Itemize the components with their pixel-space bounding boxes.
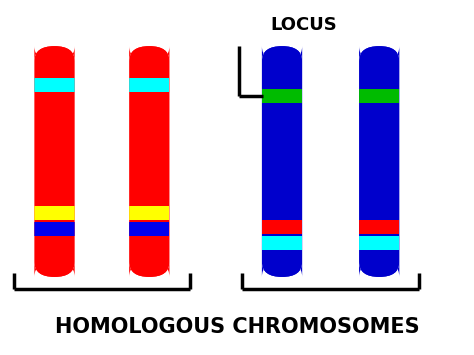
Bar <box>262 236 302 250</box>
FancyBboxPatch shape <box>359 46 399 61</box>
FancyBboxPatch shape <box>359 262 399 277</box>
Text: LOCUS: LOCUS <box>270 16 337 34</box>
Bar <box>359 236 399 250</box>
FancyBboxPatch shape <box>262 262 302 277</box>
FancyBboxPatch shape <box>262 46 302 61</box>
FancyBboxPatch shape <box>129 262 170 277</box>
Bar <box>129 78 170 92</box>
FancyBboxPatch shape <box>129 46 170 61</box>
Bar <box>359 89 399 103</box>
Bar <box>129 222 170 236</box>
Bar <box>34 78 75 92</box>
FancyBboxPatch shape <box>34 46 75 61</box>
Bar <box>34 222 75 236</box>
FancyBboxPatch shape <box>359 46 399 277</box>
Bar <box>262 220 302 234</box>
FancyBboxPatch shape <box>34 262 75 277</box>
FancyBboxPatch shape <box>262 46 302 277</box>
Bar <box>359 220 399 234</box>
Bar <box>129 206 170 220</box>
Bar <box>262 89 302 103</box>
Text: HOMOLOGOUS CHROMOSOMES: HOMOLOGOUS CHROMOSOMES <box>55 317 419 337</box>
FancyBboxPatch shape <box>129 46 170 277</box>
Bar <box>34 206 75 220</box>
FancyBboxPatch shape <box>34 46 75 277</box>
